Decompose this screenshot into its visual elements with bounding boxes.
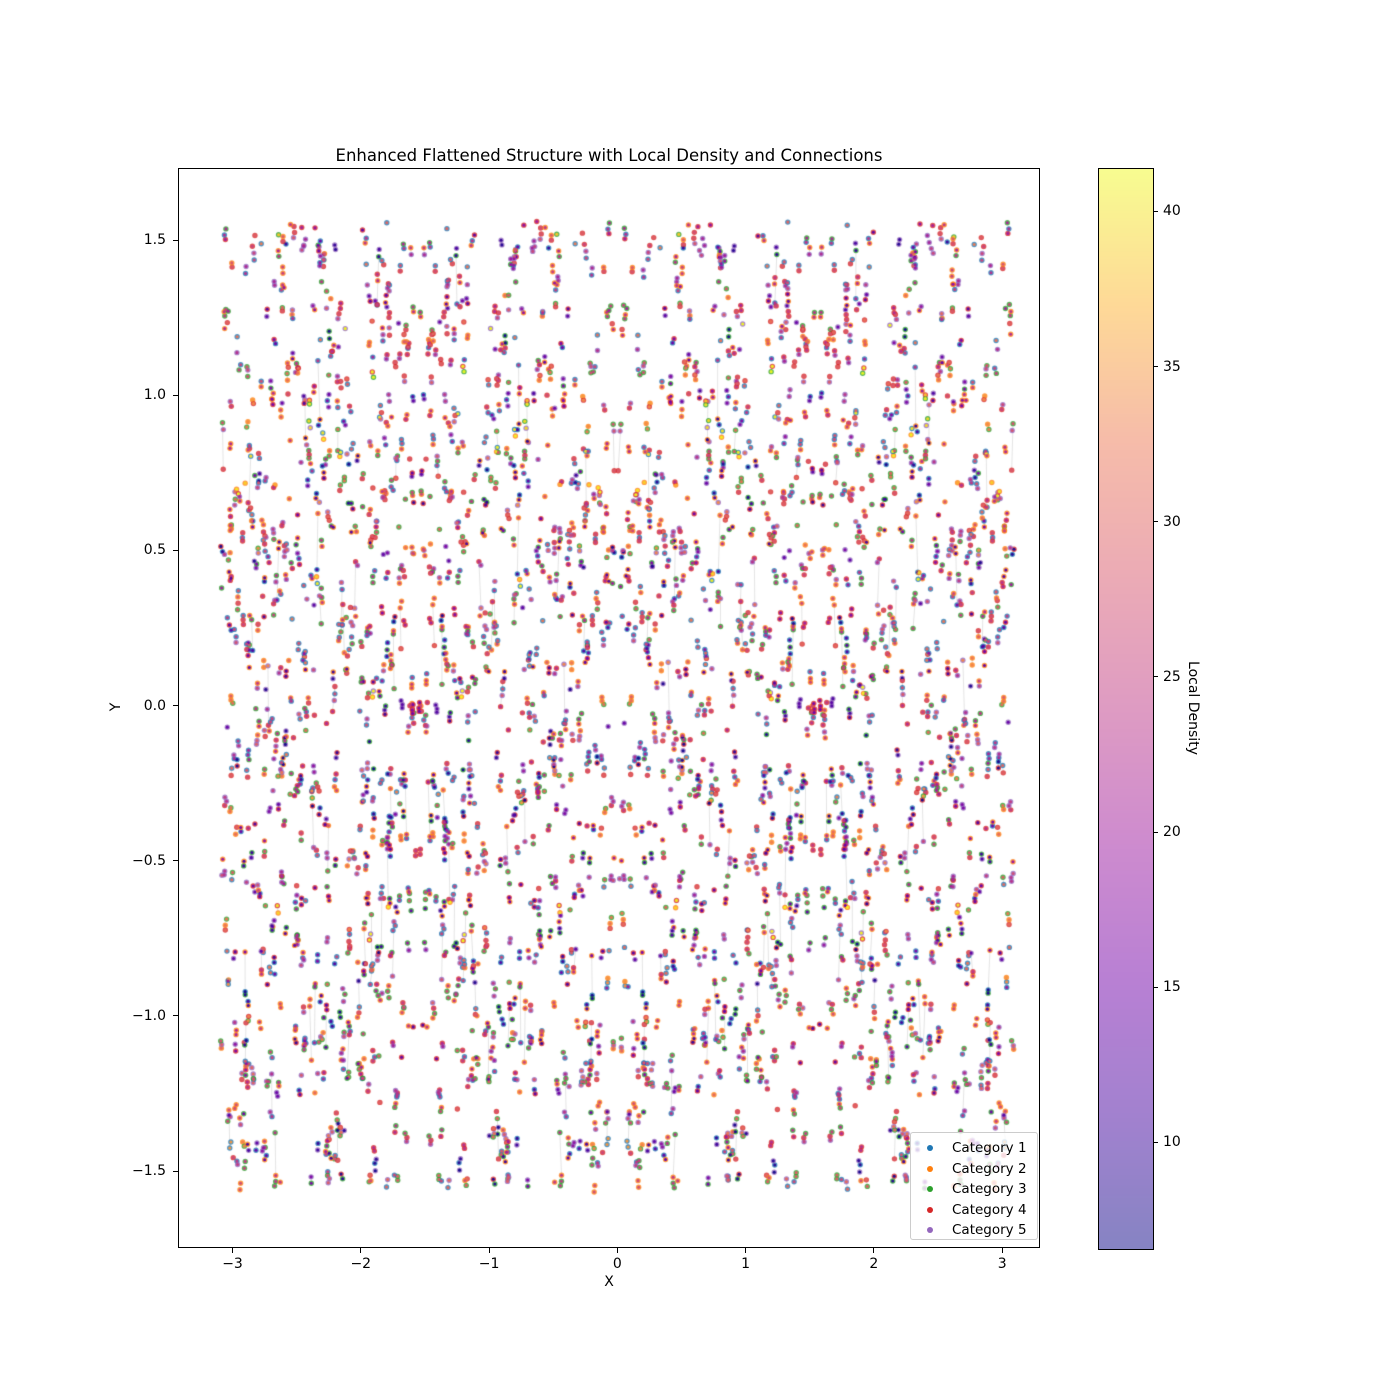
legend-item-label: Category 2 (952, 1160, 1027, 1177)
x-tick-label: −2 (350, 1256, 372, 1272)
legend-item-label: Category 4 (952, 1201, 1027, 1218)
y-tick-mark (173, 1015, 178, 1017)
legend-item: Category 1 (911, 1138, 1037, 1159)
y-tick-mark (173, 394, 178, 396)
colorbar-tick-mark (1153, 1141, 1158, 1143)
colorbar-tick-mark (1153, 676, 1158, 678)
y-tick-label: −1.0 (132, 1007, 166, 1024)
scatter-canvas (178, 168, 1040, 1248)
y-tick-mark (173, 239, 178, 241)
colorbar-tick-label: 25 (1163, 668, 1181, 685)
x-tick-mark (488, 1248, 490, 1253)
y-tick-label: 0.0 (143, 697, 166, 714)
x-tick-label: 2 (869, 1256, 879, 1272)
x-tick-label: 0 (612, 1256, 622, 1272)
colorbar-tick-label: 15 (1163, 979, 1181, 996)
x-tick-label: 3 (997, 1256, 1007, 1272)
x-tick-mark (745, 1248, 747, 1253)
legend-item-label: Category 3 (952, 1181, 1027, 1198)
legend-item: Category 4 (911, 1200, 1037, 1221)
x-tick-label: −1 (478, 1256, 500, 1272)
legend-marker-dot-icon (927, 1186, 933, 1193)
x-axis-label: X (604, 1274, 614, 1290)
legend-item-label: Category 1 (952, 1140, 1027, 1157)
x-tick-label: 1 (741, 1256, 751, 1272)
legend-item: Category 5 (911, 1220, 1037, 1241)
legend-marker-dot-icon (927, 1145, 933, 1152)
colorbar-tick-label: 35 (1163, 358, 1181, 375)
y-tick-label: −0.5 (132, 852, 166, 869)
colorbar-tick-mark (1153, 521, 1158, 523)
colorbar-canvas (1098, 168, 1154, 1250)
legend-marker-dot-icon (927, 1206, 933, 1213)
x-tick-mark (232, 1248, 234, 1253)
legend-item: Category 2 (911, 1159, 1037, 1180)
colorbar-tick-mark (1153, 366, 1158, 368)
colorbar-tick-label: 30 (1163, 513, 1181, 530)
legend: Category 1 Category 2 Category 3 Category 4… (910, 1132, 1038, 1240)
colorbar-tick-mark (1153, 210, 1158, 212)
legend-marker-dot-icon (927, 1165, 933, 1172)
y-tick-label: −1.5 (132, 1163, 166, 1180)
x-tick-mark (616, 1248, 618, 1253)
x-tick-label: −3 (222, 1256, 243, 1272)
colorbar-tick-mark (1153, 831, 1158, 833)
chart-title: Enhanced Flattened Structure with Local … (335, 146, 883, 165)
plot-area (178, 168, 1040, 1248)
y-tick-label: 0.5 (143, 542, 166, 559)
legend-item: Category 3 (911, 1179, 1037, 1200)
x-tick-mark (360, 1248, 362, 1253)
y-tick-label: 1.5 (143, 232, 166, 248)
legend-marker-dot-icon (927, 1227, 933, 1234)
colorbar-tick-label: 10 (1163, 1134, 1181, 1151)
y-tick-mark (173, 860, 178, 862)
colorbar-tick-mark (1153, 986, 1158, 988)
y-tick-mark (173, 705, 178, 707)
y-tick-mark (173, 1170, 178, 1172)
x-tick-mark (1001, 1248, 1003, 1253)
x-tick-mark (873, 1248, 875, 1253)
colorbar-tick-label: 20 (1163, 824, 1181, 841)
legend-item-label: Category 5 (952, 1222, 1027, 1239)
y-tick-mark (173, 549, 178, 551)
y-tick-label: 1.0 (143, 387, 166, 404)
colorbar-tick-label: 40 (1163, 203, 1181, 220)
